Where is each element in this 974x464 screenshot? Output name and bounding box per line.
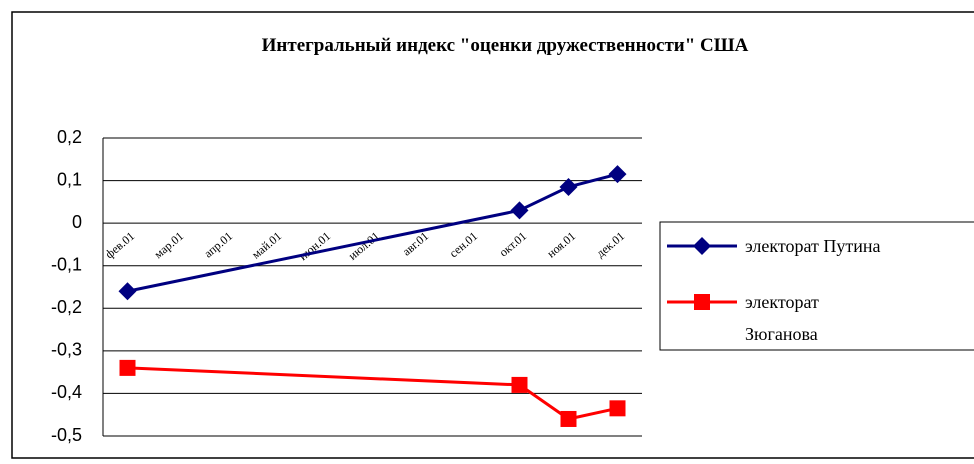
y-tick-label: 0,2 bbox=[57, 127, 82, 147]
legend-label: электорат Путина bbox=[745, 236, 881, 256]
y-tick-label: 0,1 bbox=[57, 169, 82, 189]
y-tick-label: -0,5 bbox=[51, 425, 82, 445]
marker bbox=[560, 410, 577, 427]
marker bbox=[510, 201, 529, 220]
legend-box bbox=[659, 221, 974, 351]
marker bbox=[118, 282, 137, 301]
series-line bbox=[127, 366, 618, 421]
series-line bbox=[127, 172, 618, 293]
marker bbox=[608, 165, 627, 184]
legend-label: электорат Зюганова bbox=[745, 292, 819, 344]
marker bbox=[119, 359, 136, 376]
y-tick-label: -0,1 bbox=[51, 254, 82, 274]
marker bbox=[559, 177, 578, 196]
y-tick-label: -0,2 bbox=[51, 297, 82, 317]
legend-marker bbox=[694, 294, 710, 310]
marker bbox=[609, 400, 626, 417]
marker bbox=[511, 376, 528, 393]
y-tick-label: -0,3 bbox=[51, 340, 82, 360]
y-tick-label: 0 bbox=[72, 212, 82, 232]
chart-title: Интегральный индекс "оценки дружественно… bbox=[261, 35, 749, 56]
y-tick-label: -0,4 bbox=[51, 382, 82, 402]
legend-marker bbox=[693, 237, 711, 255]
